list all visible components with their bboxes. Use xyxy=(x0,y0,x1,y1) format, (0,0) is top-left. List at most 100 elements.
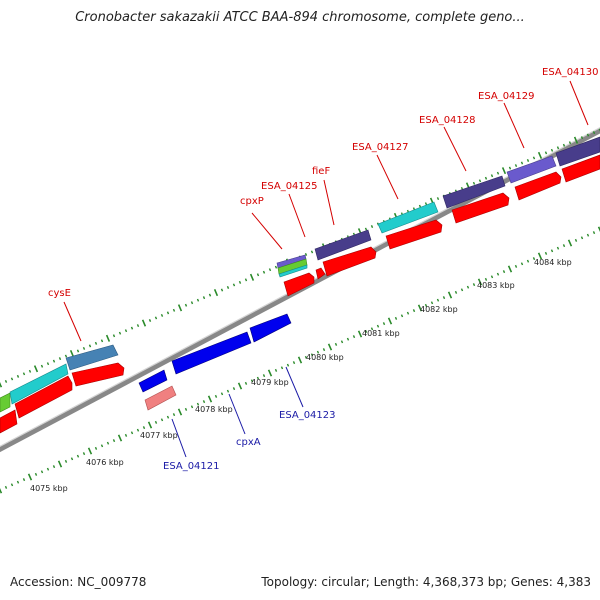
minor-tick xyxy=(214,394,218,398)
minor-tick xyxy=(166,311,170,315)
major-tick xyxy=(177,304,183,312)
minor-tick xyxy=(4,485,8,489)
minor-tick xyxy=(148,319,152,322)
minor-tick xyxy=(136,324,140,328)
minor-tick xyxy=(244,381,248,385)
major-tick xyxy=(57,460,63,468)
cds-arrow[interactable] xyxy=(322,246,377,277)
gene-label-cysE[interactable]: cysE xyxy=(48,288,71,299)
minor-tick xyxy=(484,176,488,180)
minor-tick xyxy=(172,308,176,312)
major-tick xyxy=(507,265,513,273)
kbp-label: 4078 kbp xyxy=(195,405,233,414)
minor-tick xyxy=(64,459,68,463)
cds-arrow[interactable] xyxy=(514,171,562,201)
cds-block[interactable] xyxy=(278,264,308,278)
inner-tick-ring xyxy=(0,226,600,494)
forward-cds-red-row xyxy=(0,154,600,434)
minor-tick xyxy=(466,285,470,289)
gene-label-ESA_04130[interactable]: ESA_04130 xyxy=(542,67,599,78)
genome-summary-text: Topology: circular; Length: 4,368,373 bp… xyxy=(261,575,591,589)
major-tick xyxy=(537,252,543,260)
major-tick xyxy=(213,289,219,297)
minor-tick xyxy=(310,250,314,254)
gene-label-ESA_04128[interactable]: ESA_04128 xyxy=(419,115,476,126)
gene-label-cpxP[interactable]: cpxP xyxy=(240,196,264,207)
cds-block[interactable] xyxy=(0,392,11,413)
cds-arrow[interactable] xyxy=(0,409,18,434)
cds-arrow-reverse[interactable] xyxy=(138,369,168,393)
kbp-label: 4081 kbp xyxy=(362,329,400,338)
minor-tick xyxy=(46,467,50,471)
minor-tick xyxy=(154,316,158,320)
minor-tick xyxy=(106,441,110,445)
cds-arrow-reverse[interactable] xyxy=(249,313,292,343)
cds-block[interactable] xyxy=(555,136,600,167)
minor-tick xyxy=(166,415,170,419)
minor-tick xyxy=(10,377,14,381)
minor-tick xyxy=(520,161,524,165)
minor-tick xyxy=(244,278,248,282)
major-tick xyxy=(147,421,153,429)
gene-label-ESA_04129[interactable]: ESA_04129 xyxy=(478,91,535,102)
cds-arrow[interactable] xyxy=(14,375,73,419)
minor-tick xyxy=(76,349,80,353)
forward-cds-outer-row xyxy=(0,136,600,413)
major-tick xyxy=(177,408,183,416)
cds-block[interactable] xyxy=(9,363,69,405)
gene-label-ESA_04127[interactable]: ESA_04127 xyxy=(352,142,409,153)
minor-tick xyxy=(184,303,188,307)
minor-tick xyxy=(262,374,266,378)
minor-tick xyxy=(532,257,536,261)
minor-tick xyxy=(568,141,572,145)
minor-tick xyxy=(496,171,500,175)
cds-arrow-reverse[interactable] xyxy=(171,331,252,375)
minor-tick xyxy=(100,339,104,343)
major-tick xyxy=(69,349,75,358)
kbp-label: 4077 kbp xyxy=(140,431,178,440)
minor-tick xyxy=(274,265,278,269)
minor-tick xyxy=(556,146,560,150)
cds-block[interactable] xyxy=(506,155,557,184)
cds-arrow[interactable] xyxy=(71,362,125,387)
minor-tick xyxy=(286,363,290,367)
reverse-label-leaders xyxy=(171,366,304,458)
minor-tick xyxy=(196,298,200,302)
gene-label-ESA_04125[interactable]: ESA_04125 xyxy=(261,181,318,192)
minor-tick xyxy=(46,362,50,366)
cds-arrow[interactable] xyxy=(561,154,600,183)
minor-tick xyxy=(586,233,590,237)
cds-arrow[interactable] xyxy=(451,192,510,224)
cds-block[interactable] xyxy=(442,175,506,209)
minor-tick xyxy=(472,283,476,287)
gene-label-ESA_04121[interactable]: ESA_04121 xyxy=(163,461,220,472)
minor-tick xyxy=(370,327,374,331)
minor-tick xyxy=(172,413,176,417)
cds-arrow[interactable] xyxy=(385,219,443,250)
gene-label-fieF[interactable]: fieF xyxy=(312,166,330,177)
minor-tick xyxy=(130,326,134,330)
minor-tick xyxy=(226,389,230,393)
minor-tick xyxy=(370,225,374,228)
minor-tick xyxy=(478,179,482,183)
cds-arrow[interactable] xyxy=(283,272,315,297)
cds-arrow[interactable] xyxy=(315,267,326,280)
minor-tick xyxy=(268,268,272,272)
minor-tick xyxy=(220,392,224,396)
cds-block[interactable] xyxy=(65,344,119,371)
minor-tick xyxy=(520,262,524,266)
gene-label-cpxA[interactable]: cpxA xyxy=(236,437,261,448)
cds-block[interactable] xyxy=(377,201,439,234)
minor-tick xyxy=(250,379,254,383)
major-tick xyxy=(387,317,393,325)
minor-tick xyxy=(436,298,440,302)
major-tick xyxy=(597,226,600,233)
gene-label-ESA_04123[interactable]: ESA_04123 xyxy=(279,410,336,421)
major-tick xyxy=(0,381,3,388)
kbp-label: 4075 kbp xyxy=(30,484,68,493)
cds-block[interactable] xyxy=(314,229,372,261)
cds-block-reverse[interactable] xyxy=(144,385,177,411)
major-tick xyxy=(27,473,33,481)
